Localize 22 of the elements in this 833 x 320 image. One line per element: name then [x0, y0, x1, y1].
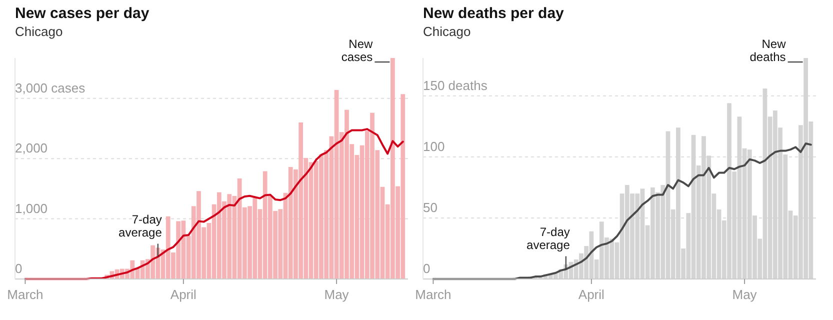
- annotation: 7-day average: [526, 225, 570, 252]
- x-tick-label: March: [7, 287, 44, 302]
- annotation: New deaths: [750, 37, 786, 64]
- y-tick-label: 50: [423, 200, 438, 215]
- chart-title: New deaths per day: [423, 5, 565, 22]
- x-tick-label: April: [578, 287, 605, 302]
- annotation: New cases: [341, 37, 374, 64]
- annotation: 7-day average: [118, 212, 162, 240]
- chart-title: New cases per day: [15, 5, 150, 22]
- y-tick-label: 0: [423, 261, 430, 276]
- chart-subtitle: Chicago: [15, 24, 63, 39]
- chart-subtitle: Chicago: [423, 24, 471, 39]
- y-tick-label: 150 deaths: [423, 78, 488, 93]
- x-tick-label: May: [324, 287, 350, 302]
- y-tick-label: 100: [423, 138, 445, 154]
- x-tick-label: March: [415, 287, 452, 302]
- y-tick-label: 3,000 cases: [15, 80, 86, 96]
- x-tick-label: May: [732, 287, 758, 302]
- x-tick-label: April: [170, 287, 197, 302]
- y-tick-label: 2,000: [15, 140, 48, 156]
- y-tick-label: 1,000: [15, 200, 48, 216]
- y-tick-label: 0: [15, 261, 22, 276]
